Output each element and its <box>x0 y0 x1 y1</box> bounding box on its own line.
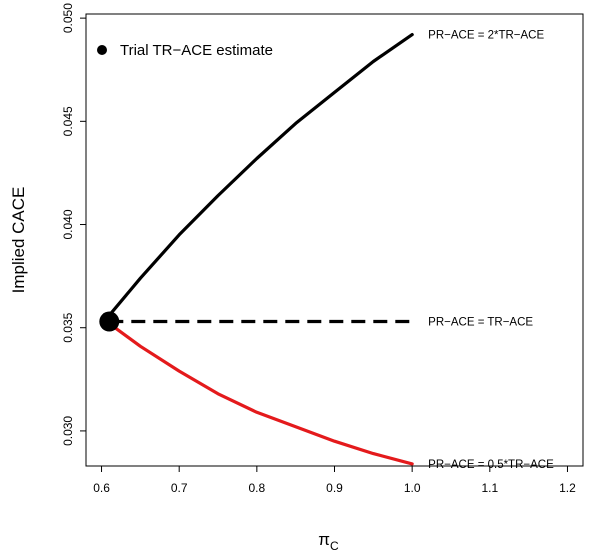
series-label: PR−ACE = TR−ACE <box>428 317 533 329</box>
x-tick-label: 1.1 <box>481 481 498 495</box>
trial-estimate-point <box>99 311 120 332</box>
y-axis-title: Implied CACE <box>9 187 28 294</box>
x-tick-label: 0.6 <box>93 481 110 495</box>
series-line <box>107 32 414 317</box>
x-tick-label: 1.2 <box>559 481 576 495</box>
x-tick-label: 0.9 <box>326 481 343 495</box>
series-layer <box>99 32 414 466</box>
annotation-layer: PR−ACE = 2*TR−ACE PR−ACE = TR−ACE PR−ACE =… <box>428 30 554 471</box>
y-tick-label: 0.045 <box>61 106 75 136</box>
legend-label: Trial TR−ACE estimate <box>120 42 273 59</box>
series-label: PR−ACE = 2*TR−ACE <box>428 30 544 42</box>
legend: Trial TR−ACE estimate <box>97 42 273 59</box>
y-tick-label: 0.030 <box>61 416 75 446</box>
x-axis-title: πC <box>318 530 339 550</box>
legend-marker <box>97 45 107 55</box>
x-axis-title-subscript: C <box>330 539 339 550</box>
x-axis-title-symbol: π <box>318 530 330 549</box>
y-axis: 0.030 0.035 0.040 0.045 0.050 <box>61 3 86 446</box>
series-line <box>107 322 414 466</box>
y-tick-label: 0.050 <box>61 3 75 33</box>
x-axis: 0.6 0.7 0.8 0.9 1.0 1.1 1.2 <box>93 466 576 495</box>
series-label: PR−ACE = 0.5*TR−ACE <box>428 459 554 471</box>
x-tick-label: 0.7 <box>171 481 188 495</box>
y-tick-label: 0.035 <box>61 312 75 342</box>
plot-frame <box>85 13 584 467</box>
x-tick-label: 0.8 <box>249 481 266 495</box>
x-tick-label: 1.0 <box>404 481 421 495</box>
y-tick-label: 0.040 <box>61 209 75 239</box>
